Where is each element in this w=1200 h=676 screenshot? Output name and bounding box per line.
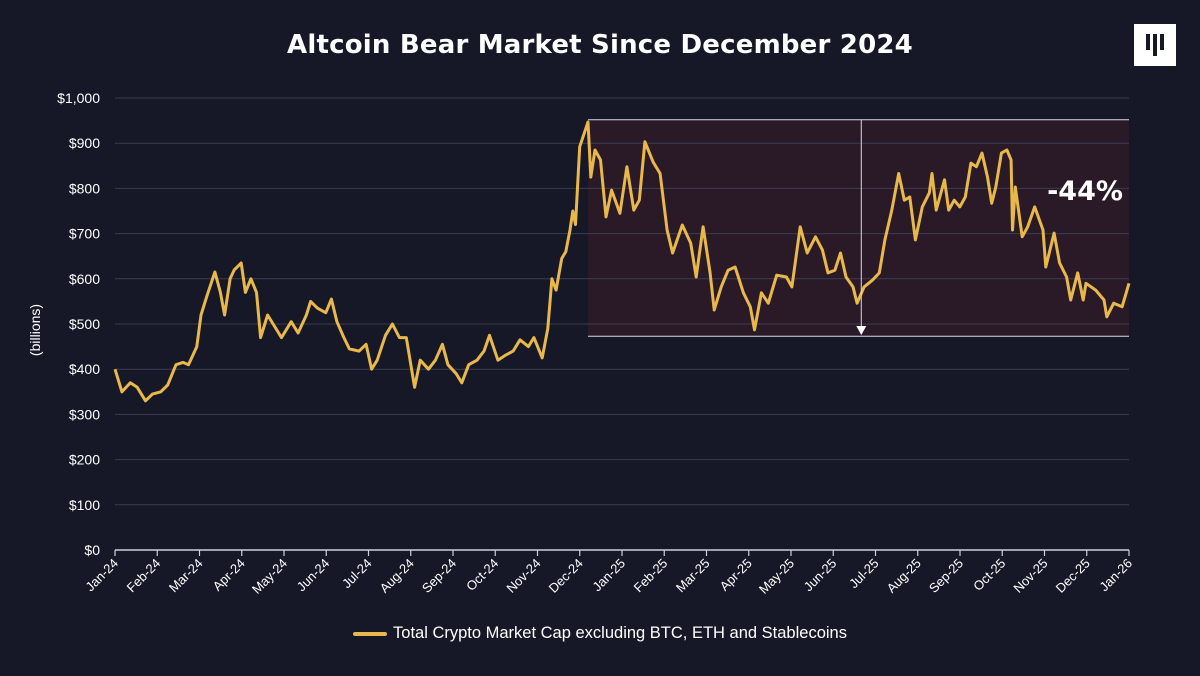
y-tick-label: $200 bbox=[69, 452, 100, 468]
arrow-head-icon bbox=[856, 325, 867, 335]
x-tick-label: Feb-24 bbox=[124, 556, 164, 596]
x-tick-label: Jul-24 bbox=[339, 556, 375, 592]
x-tick-label: Feb-25 bbox=[631, 556, 671, 596]
x-tick-label: Jan-25 bbox=[589, 556, 628, 595]
chart-title: Altcoin Bear Market Since December 2024 bbox=[287, 30, 913, 60]
y-tick-label: $400 bbox=[69, 361, 100, 377]
y-tick-label: $1,000 bbox=[57, 90, 100, 106]
x-tick-label: Jan-26 bbox=[1096, 556, 1135, 595]
y-tick-label: $900 bbox=[69, 135, 100, 151]
x-tick-label: Jun-25 bbox=[801, 556, 840, 595]
x-tick-label: Mar-25 bbox=[673, 556, 713, 596]
y-axis-label: (billions) bbox=[27, 304, 43, 356]
y-tick-label: $300 bbox=[69, 406, 100, 422]
drawdown-box bbox=[588, 119, 1129, 337]
x-tick-label: May-25 bbox=[756, 556, 797, 597]
drawdown-label: -44% bbox=[1047, 176, 1123, 207]
x-tick-label: May-24 bbox=[249, 556, 290, 597]
x-tick-label: Oct-24 bbox=[463, 556, 501, 594]
x-tick-label: Dec-24 bbox=[546, 556, 586, 596]
x-tick-label: Apr-25 bbox=[717, 556, 755, 594]
x-tick-label: Sep-25 bbox=[926, 556, 966, 596]
x-tick-label: Nov-24 bbox=[503, 556, 543, 596]
legend-label: Total Crypto Market Cap excluding BTC, E… bbox=[393, 624, 847, 642]
x-tick-label: Jul-25 bbox=[846, 556, 882, 592]
x-tick-label: Aug-24 bbox=[377, 556, 417, 596]
y-tick-label: $700 bbox=[69, 226, 100, 242]
y-tick-label: $100 bbox=[69, 497, 100, 513]
x-tick-label: Dec-25 bbox=[1053, 556, 1093, 596]
x-tick-label: Oct-25 bbox=[970, 556, 1008, 594]
x-tick-label: Jan-24 bbox=[82, 556, 121, 595]
x-tick-label: Sep-24 bbox=[419, 556, 459, 596]
x-tick-label: Aug-25 bbox=[884, 556, 924, 596]
x-tick-label: Apr-24 bbox=[210, 556, 248, 594]
y-tick-label: $600 bbox=[69, 271, 100, 287]
y-tick-label: $800 bbox=[69, 180, 100, 196]
y-tick-label: $500 bbox=[69, 316, 100, 332]
x-tick-label: Nov-25 bbox=[1010, 556, 1050, 596]
x-tick-label: Jun-24 bbox=[294, 556, 333, 595]
series-line bbox=[113, 120, 1131, 403]
legend: Total Crypto Market Cap excluding BTC, E… bbox=[0, 624, 1200, 643]
x-tick-label: Mar-24 bbox=[166, 556, 206, 596]
y-tick-label: $0 bbox=[84, 542, 100, 558]
legend-swatch bbox=[353, 631, 388, 636]
logo-bars-icon bbox=[1134, 24, 1176, 66]
